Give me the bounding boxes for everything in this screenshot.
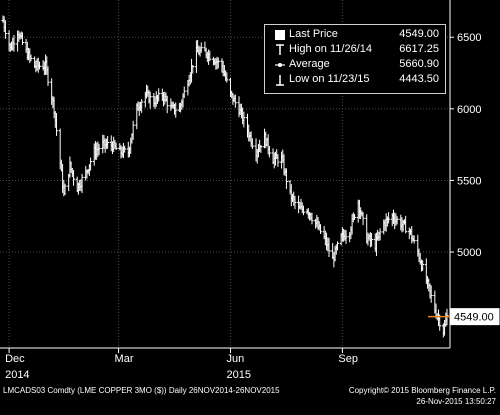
legend-row-high: High on 11/26/14 6617.25 xyxy=(265,43,445,57)
legend-value: 5660.90 xyxy=(399,58,439,70)
x-tick-sublabel: 2015 xyxy=(226,369,250,381)
x-tick-sublabel: 2014 xyxy=(5,369,29,381)
legend-row-last-price: Last Price 4549.00 xyxy=(265,28,445,42)
legend-label: Last Price xyxy=(289,28,338,40)
legend-high-icon xyxy=(276,44,284,55)
last-price-marker-group: 4549.00 xyxy=(428,308,500,326)
x-tick-label: Sep xyxy=(338,353,358,365)
price-bars xyxy=(1,15,449,338)
x-tick-label: Mar xyxy=(115,353,134,365)
axes: 5000 5500 6000 6500 Dec 2014 Mar Jun 2015 Sep xyxy=(0,0,481,381)
y-tick-label: 6000 xyxy=(457,104,481,116)
last-price-label: 4549.00 xyxy=(454,312,494,324)
legend-low-icon xyxy=(276,75,284,86)
legend-value: 6617.25 xyxy=(399,43,439,55)
legend-row-low: Low on 11/23/15 4443.50 xyxy=(265,73,445,87)
legend-value: 4549.00 xyxy=(399,28,439,40)
legend: Last Price 4549.00 High on 11/26/14 6617… xyxy=(264,24,446,94)
legend-label: High on 11/26/14 xyxy=(289,43,372,55)
y-tick-label: 5500 xyxy=(457,175,481,187)
legend-row-average: Average 5660.90 xyxy=(265,58,445,72)
legend-average-icon xyxy=(275,63,285,67)
ticker-caption: LMCADS03 Comdty (LME COPPER 3MO ($)) Dai… xyxy=(3,386,280,395)
timestamp-text: 26-Nov-2015 13:50:27 xyxy=(416,397,496,406)
y-tick-label: 6500 xyxy=(457,32,481,44)
legend-square-icon xyxy=(275,30,285,40)
legend-value: 4443.50 xyxy=(399,73,439,85)
legend-label: Average xyxy=(289,58,330,70)
x-tick-label: Dec xyxy=(5,353,25,365)
last-price-box xyxy=(450,308,500,326)
x-tick-label: Jun xyxy=(226,353,244,365)
legend-label: Low on 11/23/15 xyxy=(289,73,370,85)
copyright-text: Copyright© 2015 Bloomberg Finance L.P. xyxy=(348,386,496,395)
y-tick-label: 5000 xyxy=(457,247,481,259)
